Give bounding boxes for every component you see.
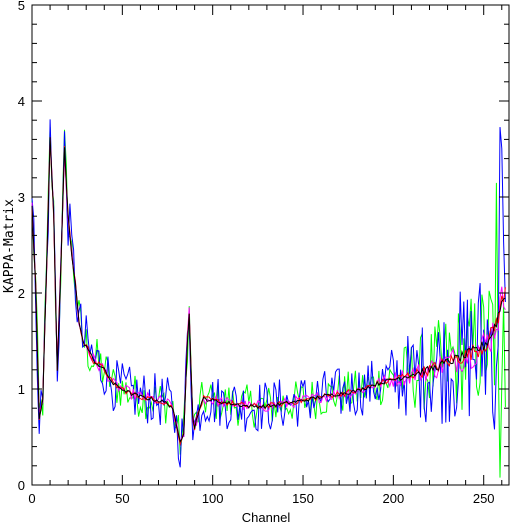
x-tick-label: 150 xyxy=(292,491,314,506)
y-tick-label: 2 xyxy=(18,286,25,301)
y-tick-label: 5 xyxy=(18,0,25,13)
x-tick-label: 50 xyxy=(115,491,129,506)
plot-frame xyxy=(31,4,510,486)
x-axis-title: Channel xyxy=(242,510,291,524)
x-tick-label: 100 xyxy=(202,491,224,506)
ticks-layer: 0 50 100 150 200 250 0 1 2 3 4 5 xyxy=(18,0,509,506)
series-line xyxy=(31,140,506,447)
x-tick-label: 200 xyxy=(383,491,405,506)
series-layer xyxy=(31,119,506,478)
y-tick-label: 1 xyxy=(18,382,25,397)
series-line xyxy=(31,137,506,443)
y-tick-label: 4 xyxy=(18,94,25,109)
series-line xyxy=(31,119,506,468)
series-line xyxy=(31,126,506,478)
x-tick-label: 0 xyxy=(28,491,35,506)
y-tick-label: 3 xyxy=(18,190,25,205)
series-line xyxy=(31,137,506,445)
y-tick-label: 0 xyxy=(18,478,25,493)
x-tick-label: 250 xyxy=(473,491,495,506)
y-axis-title: KAPPA-Matrix xyxy=(2,199,17,293)
